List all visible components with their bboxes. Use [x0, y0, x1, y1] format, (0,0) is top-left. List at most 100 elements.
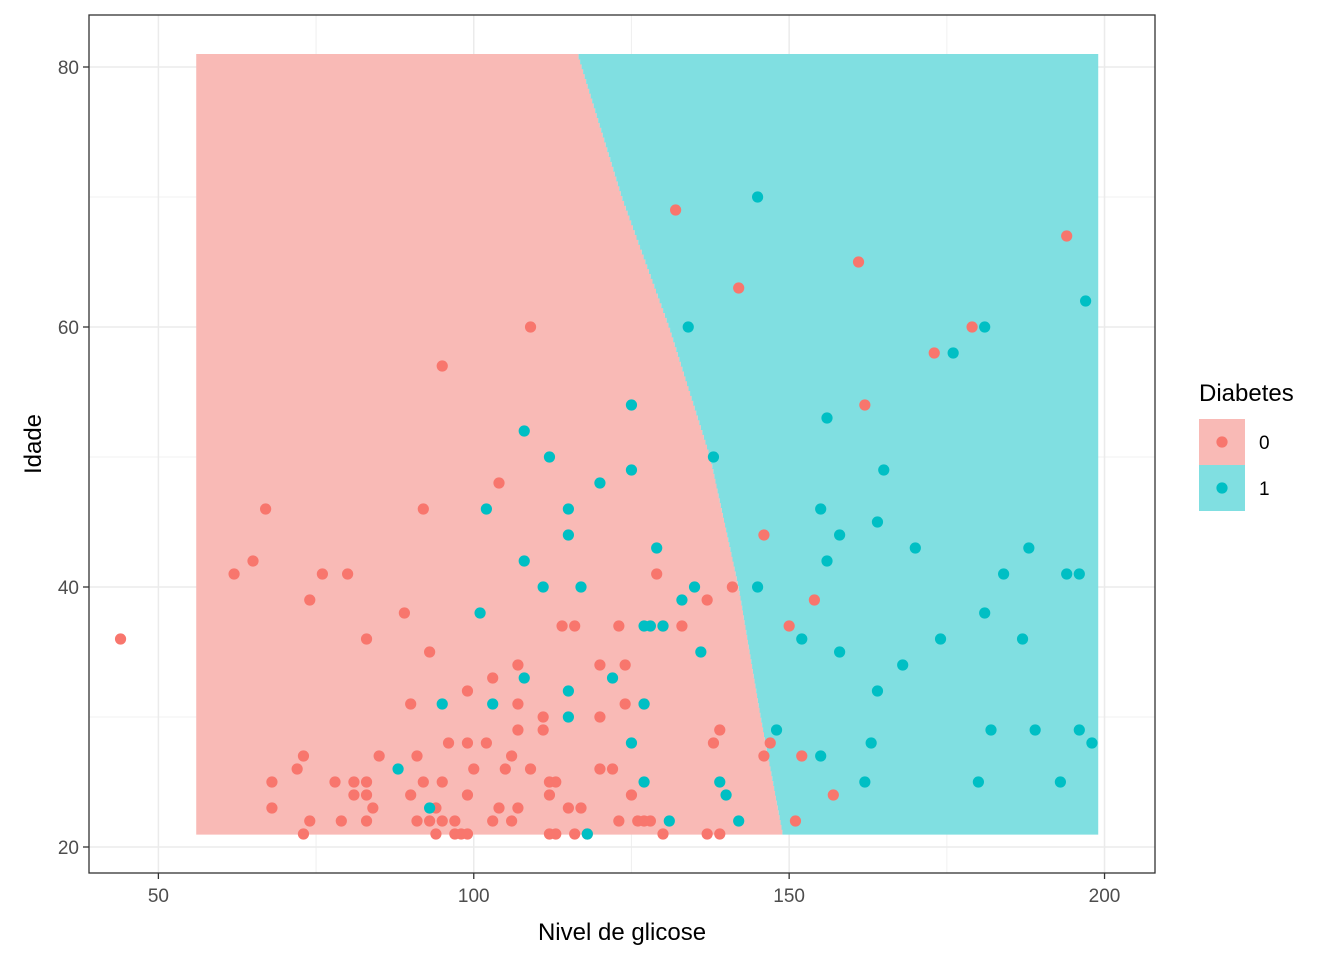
data-point-class-1 — [682, 321, 694, 333]
data-point-class-1 — [392, 763, 404, 775]
data-point-class-0 — [556, 620, 568, 632]
data-point-class-0 — [512, 724, 524, 736]
data-point-class-0 — [348, 776, 360, 788]
x-tick-label: 50 — [148, 886, 169, 907]
data-point-class-0 — [436, 360, 448, 372]
data-point-class-0 — [373, 750, 385, 762]
data-point-class-0 — [575, 802, 587, 814]
data-point-class-1 — [834, 646, 846, 658]
data-point-class-0 — [966, 321, 978, 333]
data-point-class-0 — [411, 815, 423, 827]
data-point-class-1 — [897, 659, 909, 671]
data-point-class-0 — [543, 789, 556, 801]
data-point-class-0 — [644, 815, 656, 827]
data-point-class-0 — [619, 698, 631, 710]
data-point-class-0 — [487, 672, 499, 684]
data-point-class-0 — [360, 776, 373, 788]
data-point-class-0 — [537, 711, 549, 723]
data-point-class-1 — [657, 620, 669, 632]
data-point-class-0 — [493, 802, 505, 814]
data-point-class-0 — [670, 204, 682, 216]
data-point-class-0 — [461, 789, 474, 801]
legend-point-1 — [1216, 482, 1228, 494]
data-point-class-1 — [625, 399, 638, 411]
data-point-class-0 — [764, 737, 776, 749]
data-point-class-0 — [758, 750, 770, 762]
data-point-class-0 — [506, 750, 518, 762]
data-point-class-0 — [266, 802, 278, 814]
data-point-class-0 — [613, 620, 625, 632]
data-point-class-0 — [424, 815, 436, 827]
data-point-class-1 — [796, 633, 808, 645]
data-point-class-0 — [480, 737, 492, 749]
data-point-class-1 — [424, 802, 436, 814]
data-point-class-0 — [594, 763, 606, 775]
data-points — [114, 191, 1098, 840]
data-point-class-1 — [998, 568, 1010, 580]
data-point-class-0 — [247, 555, 259, 567]
x-tick-label: 150 — [773, 886, 805, 907]
legend-point-0 — [1216, 436, 1228, 448]
data-point-class-0 — [499, 763, 511, 775]
data-point-class-0 — [297, 828, 310, 840]
data-point-class-1 — [436, 698, 448, 710]
data-point-class-1 — [1029, 724, 1041, 736]
data-point-class-1 — [562, 711, 574, 723]
region-class-1 — [578, 54, 1099, 835]
x-tick-label: 200 — [1089, 886, 1121, 907]
data-point-class-0 — [651, 568, 663, 580]
data-point-class-1 — [707, 451, 720, 463]
data-point-class-1 — [594, 477, 606, 489]
data-point-class-0 — [619, 659, 631, 671]
data-point-class-1 — [947, 347, 959, 359]
decision-regions — [196, 54, 1099, 835]
data-point-class-0 — [260, 503, 272, 515]
data-point-class-0 — [852, 256, 865, 268]
data-point-class-1 — [871, 685, 884, 697]
data-point-class-1 — [909, 542, 921, 554]
data-point-class-1 — [979, 607, 991, 619]
data-point-class-1 — [815, 750, 827, 762]
data-point-class-1 — [972, 776, 984, 788]
data-point-class-1 — [1061, 568, 1073, 580]
data-point-class-0 — [342, 568, 354, 580]
data-point-class-0 — [442, 737, 455, 749]
data-point-class-0 — [493, 477, 505, 489]
data-point-class-0 — [436, 815, 448, 827]
data-point-class-0 — [859, 399, 871, 411]
data-point-class-1 — [752, 191, 764, 203]
data-point-class-1 — [752, 581, 764, 593]
data-point-class-0 — [733, 282, 745, 294]
data-point-class-0 — [562, 802, 574, 814]
data-point-class-1 — [695, 646, 707, 658]
data-point-class-0 — [714, 828, 726, 840]
data-point-class-1 — [480, 503, 492, 515]
data-point-class-0 — [789, 815, 802, 827]
y-tick-label: 20 — [58, 838, 79, 859]
data-point-class-0 — [827, 789, 839, 801]
data-point-class-0 — [707, 737, 720, 749]
data-point-class-0 — [506, 815, 518, 827]
data-point-class-0 — [417, 776, 429, 788]
data-point-class-0 — [405, 698, 417, 710]
data-point-class-1 — [859, 776, 871, 788]
data-point-class-0 — [524, 763, 537, 775]
data-point-class-0 — [1061, 230, 1073, 242]
data-point-class-1 — [985, 724, 997, 736]
data-point-class-1 — [878, 464, 890, 476]
data-point-class-0 — [266, 776, 278, 788]
data-point-class-1 — [688, 581, 701, 593]
data-point-class-0 — [468, 763, 480, 775]
data-point-class-1 — [834, 529, 846, 541]
data-point-class-1 — [733, 815, 745, 827]
data-point-class-0 — [360, 815, 373, 827]
data-point-class-0 — [430, 828, 442, 840]
y-axis-title: Idade — [20, 414, 47, 474]
data-point-class-1 — [581, 828, 593, 840]
data-point-class-0 — [360, 633, 373, 645]
data-point-class-1 — [865, 737, 877, 749]
data-point-class-0 — [594, 711, 606, 723]
data-point-class-1 — [562, 529, 574, 541]
data-point-class-0 — [657, 828, 669, 840]
